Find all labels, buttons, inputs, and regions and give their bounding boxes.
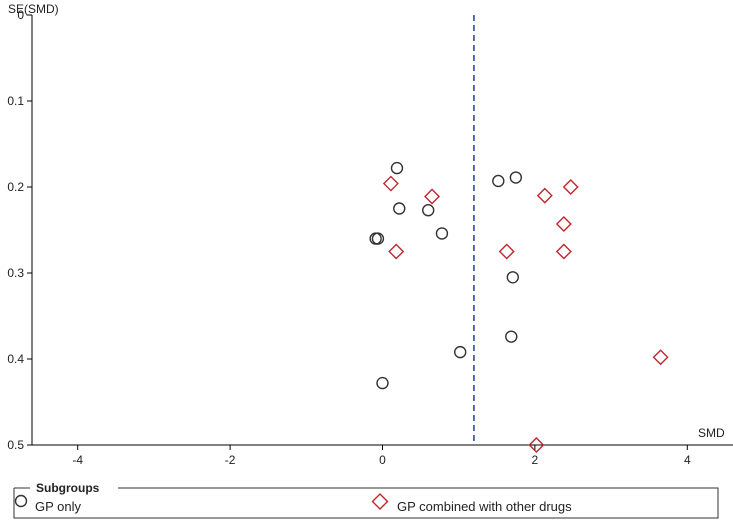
x-ticks-group: -4 -2 0 2 4 [72, 445, 691, 467]
x-axis-title: SMD [698, 426, 725, 440]
y-tick-label: 0.3 [7, 266, 24, 280]
point-gp-combined [424, 188, 441, 205]
legend: Subgroups GP only GP combined with other… [13, 481, 719, 519]
y-tick-label: 0.2 [7, 180, 24, 194]
point-gp-only [393, 202, 406, 215]
point-gp-combined [652, 349, 669, 366]
point-gp-only [435, 227, 449, 240]
point-gp-combined [382, 175, 399, 192]
legend-frame [13, 487, 719, 519]
x-tick-label: 0 [379, 453, 386, 467]
point-gp-only [422, 204, 435, 217]
point-gp-combined [388, 243, 405, 260]
point-gp-combined [555, 215, 572, 232]
legend-title: Subgroups [36, 481, 100, 495]
x-tick-label: -2 [225, 453, 236, 467]
x-tick-label: 4 [684, 453, 691, 467]
y-tick-label: 0 [17, 8, 24, 22]
point-gp-only [492, 174, 505, 188]
point-gp-only [505, 330, 518, 343]
legend-diamond-icon [371, 493, 389, 510]
point-gp-combined [536, 187, 553, 204]
y-tick-label: 0.4 [7, 352, 24, 366]
point-gp-combined [555, 243, 572, 260]
point-gp-only [371, 232, 385, 245]
y-tick-label: 0.5 [7, 438, 24, 452]
point-gp-only [454, 345, 467, 359]
x-tick-label: -4 [72, 453, 83, 467]
point-gp-only [390, 161, 404, 175]
legend-label-gp-only: GP only [35, 499, 82, 514]
point-gp-combined [498, 243, 515, 260]
point-gp-only [506, 271, 519, 284]
data-points-group [369, 161, 669, 453]
point-gp-only [509, 171, 523, 184]
point-gp-only [376, 376, 389, 390]
legend-label-gp-combined: GP combined with other drugs [397, 499, 572, 514]
axes-group: SE(SMD) SMD [8, 2, 733, 446]
x-tick-label: 2 [532, 453, 539, 467]
y-ticks-group: 0 0.1 0.2 0.3 0.4 0.5 [7, 8, 32, 452]
legend-circle-icon [14, 494, 28, 508]
point-gp-combined [528, 437, 545, 453]
y-axis-title: SE(SMD) [8, 2, 59, 16]
point-gp-combined [562, 179, 579, 195]
y-tick-label: 0.1 [7, 94, 24, 108]
